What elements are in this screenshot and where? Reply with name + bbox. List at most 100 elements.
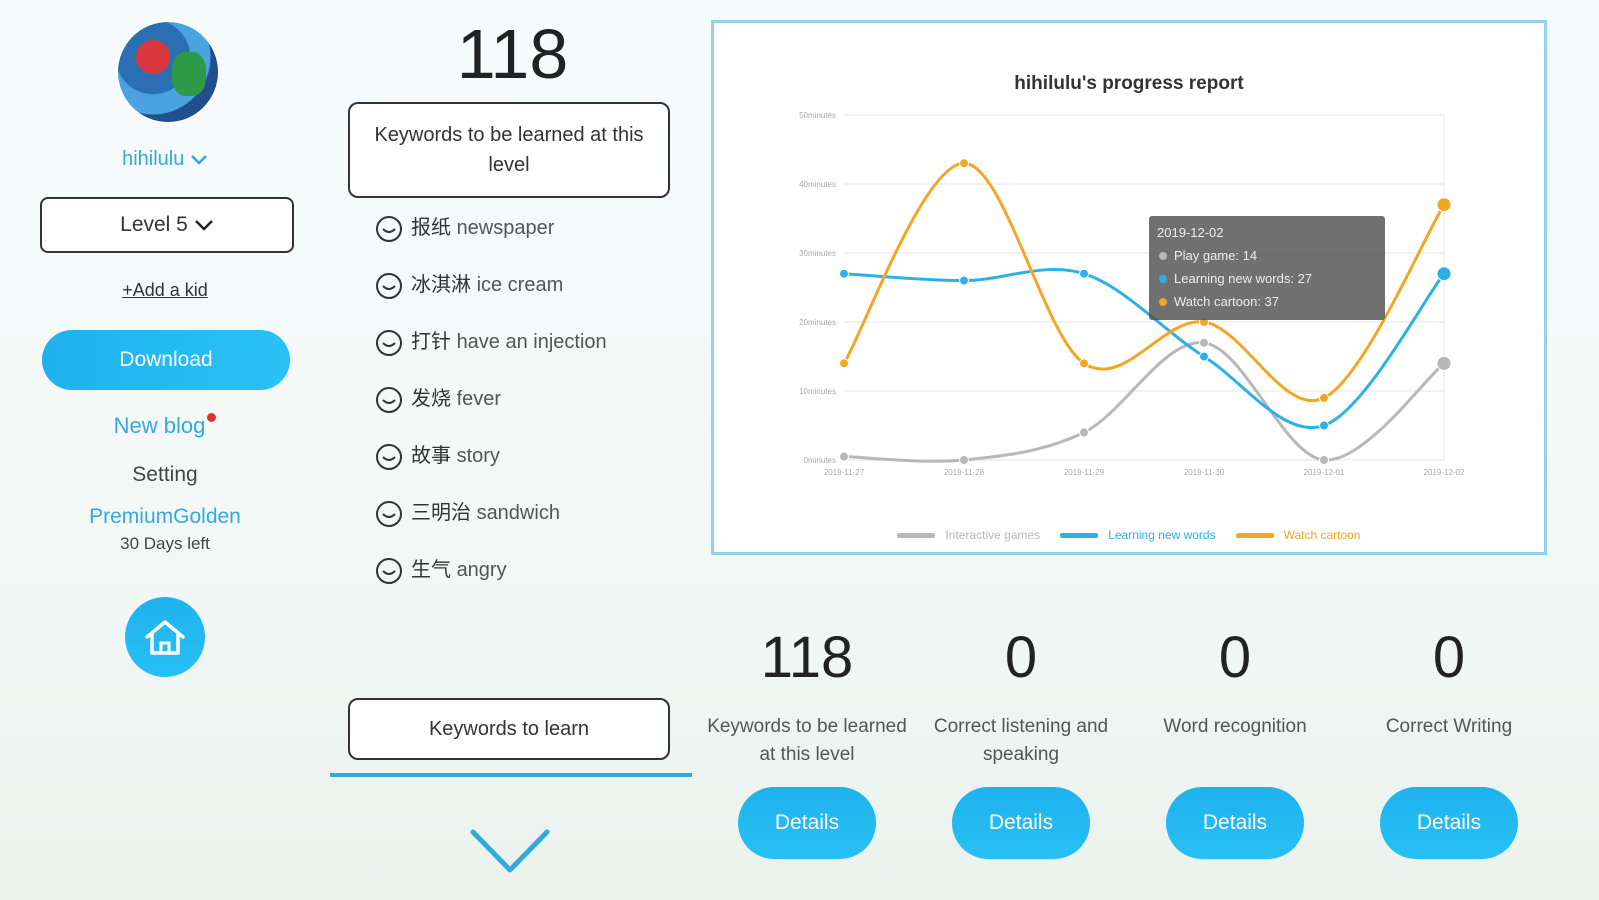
chart-legend: Interactive games Learning new words Watch… bbox=[714, 528, 1544, 542]
legend-label: Interactive games bbox=[945, 528, 1041, 542]
stat-value: 118 bbox=[760, 625, 854, 690]
smile-icon bbox=[376, 215, 402, 242]
x-tick-label: 2019-11-30 bbox=[1184, 468, 1225, 477]
stat-value: 0 bbox=[1218, 625, 1252, 690]
stat-label: Word recognition bbox=[1163, 716, 1307, 737]
level-select[interactable]: Level 5 bbox=[40, 197, 294, 253]
days-left: 30 Days left bbox=[120, 534, 210, 553]
data-point bbox=[1436, 355, 1452, 371]
keyword-chinese: 冰淇淋 bbox=[411, 274, 477, 296]
avatar[interactable] bbox=[118, 22, 218, 122]
avatar-figure bbox=[172, 52, 206, 96]
data-point bbox=[1079, 358, 1089, 369]
stat-label: Correct Writing bbox=[1385, 716, 1513, 737]
details-button[interactable]: Details bbox=[1166, 787, 1304, 859]
stat-value: 0 bbox=[1004, 625, 1038, 690]
divider bbox=[330, 773, 692, 777]
stat-writing: 0 Correct Writing Details bbox=[1342, 625, 1556, 859]
keyword-item[interactable]: 故事 story bbox=[375, 440, 675, 473]
premium-status: PremiumGolden bbox=[89, 505, 241, 528]
keyword-item[interactable]: 生气 angry bbox=[375, 554, 675, 587]
username-dropdown[interactable]: hihilulu bbox=[0, 148, 330, 171]
keyword-item[interactable]: 发烧 fever bbox=[375, 383, 675, 416]
y-tick-label: 30minutes bbox=[799, 249, 836, 258]
data-point bbox=[1319, 455, 1329, 465]
chevron-down-icon bbox=[191, 154, 207, 165]
y-tick-label: 40minutes bbox=[799, 180, 836, 189]
keywords-to-learn-button[interactable]: Keywords to learn bbox=[348, 698, 670, 760]
keyword-english: story bbox=[456, 445, 500, 467]
legend-item[interactable]: Interactive games bbox=[897, 528, 1040, 542]
smile-icon bbox=[376, 386, 402, 413]
keyword-english: sandwich bbox=[476, 502, 560, 524]
details-button[interactable]: Details bbox=[1380, 787, 1518, 859]
keyword-english: angry bbox=[456, 559, 507, 581]
keyword-item[interactable]: 打针 have an injection bbox=[375, 326, 675, 359]
details-button[interactable]: Details bbox=[738, 787, 876, 859]
keyword-english: fever bbox=[456, 388, 502, 410]
word-list[interactable]: 报纸 newspaper 冰淇淋 ice cream 打针 have an inje… bbox=[375, 212, 675, 697]
keyword-chinese: 发烧 bbox=[411, 388, 457, 410]
tooltip-line: Watch cartoon: 37 bbox=[1174, 294, 1279, 309]
download-button[interactable]: Download bbox=[42, 330, 290, 390]
data-point bbox=[1436, 197, 1452, 213]
chart-title: hihilulu's progress report bbox=[1014, 73, 1244, 94]
smile-icon bbox=[376, 329, 402, 356]
keywords-header: Keywords to be learned at this level bbox=[348, 102, 670, 198]
keyword-chinese: 报纸 bbox=[411, 217, 457, 239]
y-tick-label: 50minutes bbox=[799, 111, 836, 120]
home-button[interactable] bbox=[125, 597, 205, 677]
level-label: Level 5 bbox=[120, 213, 188, 236]
keyword-english: ice cream bbox=[476, 274, 564, 296]
data-point bbox=[959, 455, 969, 465]
tooltip-marker bbox=[1159, 298, 1167, 306]
chevron-down-icon[interactable] bbox=[465, 822, 555, 882]
tooltip-marker bbox=[1159, 275, 1167, 283]
data-point bbox=[1319, 420, 1329, 431]
keywords-panel: 118 Keywords to be learned at this level… bbox=[330, 0, 695, 900]
x-tick-label: 2019-12-02 bbox=[1424, 468, 1465, 477]
smile-icon bbox=[376, 443, 402, 470]
data-point bbox=[1199, 351, 1209, 362]
stat-value: 0 bbox=[1432, 625, 1466, 690]
data-point bbox=[1079, 427, 1089, 438]
chart-plot[interactable]: 0minutes 10minutes 20minutes 30minutes 40min… bbox=[714, 23, 1544, 552]
data-point bbox=[1319, 392, 1329, 403]
legend-label: Learning new words bbox=[1108, 528, 1216, 542]
add-kid-link[interactable]: +Add a kid bbox=[122, 280, 208, 300]
x-tick-label: 2019-11-28 bbox=[944, 468, 985, 477]
legend-swatch bbox=[1235, 533, 1274, 539]
keyword-item[interactable]: 三明治 sandwich bbox=[375, 497, 675, 530]
progress-chart: hihilulu's progress report 0minutes 10min… bbox=[711, 20, 1547, 555]
stat-label: Keywords to be learned at this level bbox=[707, 716, 907, 765]
smile-icon bbox=[376, 500, 402, 527]
legend-item[interactable]: Watch cartoon bbox=[1235, 528, 1361, 542]
keyword-item[interactable]: 报纸 newspaper bbox=[375, 212, 675, 245]
x-tick-label: 2019-11-29 bbox=[1064, 468, 1105, 477]
y-tick-label: 20minutes bbox=[799, 318, 836, 327]
legend-item[interactable]: Learning new words bbox=[1060, 528, 1216, 542]
data-point bbox=[839, 451, 849, 462]
tooltip-date: 2019-12-02 bbox=[1157, 225, 1224, 240]
data-point bbox=[1436, 266, 1452, 282]
legend-swatch bbox=[1060, 533, 1099, 539]
new-blog-label: New blog bbox=[113, 413, 206, 438]
keyword-chinese: 故事 bbox=[411, 445, 457, 467]
x-tick-label: 2019-11-27 bbox=[824, 468, 865, 477]
stat-listening-speaking: 0 Correct listening and speaking Details bbox=[914, 625, 1128, 859]
home-icon bbox=[145, 620, 185, 655]
keyword-chinese: 生气 bbox=[411, 559, 457, 581]
keyword-chinese: 三明治 bbox=[411, 502, 477, 524]
keyword-item[interactable]: 冰淇淋 ice cream bbox=[375, 269, 675, 302]
data-point bbox=[839, 358, 849, 369]
data-point bbox=[839, 268, 849, 279]
data-point bbox=[959, 275, 969, 286]
details-button[interactable]: Details bbox=[952, 787, 1090, 859]
stat-word-recognition: 0 Word recognition Details bbox=[1128, 625, 1342, 859]
keyword-english: newspaper bbox=[456, 217, 555, 239]
keyword-english: have an injection bbox=[456, 331, 607, 353]
new-blog-link[interactable]: New blog bbox=[0, 413, 330, 439]
tooltip-box bbox=[1149, 216, 1385, 320]
setting-link[interactable]: Setting bbox=[132, 463, 198, 486]
sidebar: hihilulu Level 5 +Add a kid Download New… bbox=[0, 0, 330, 900]
